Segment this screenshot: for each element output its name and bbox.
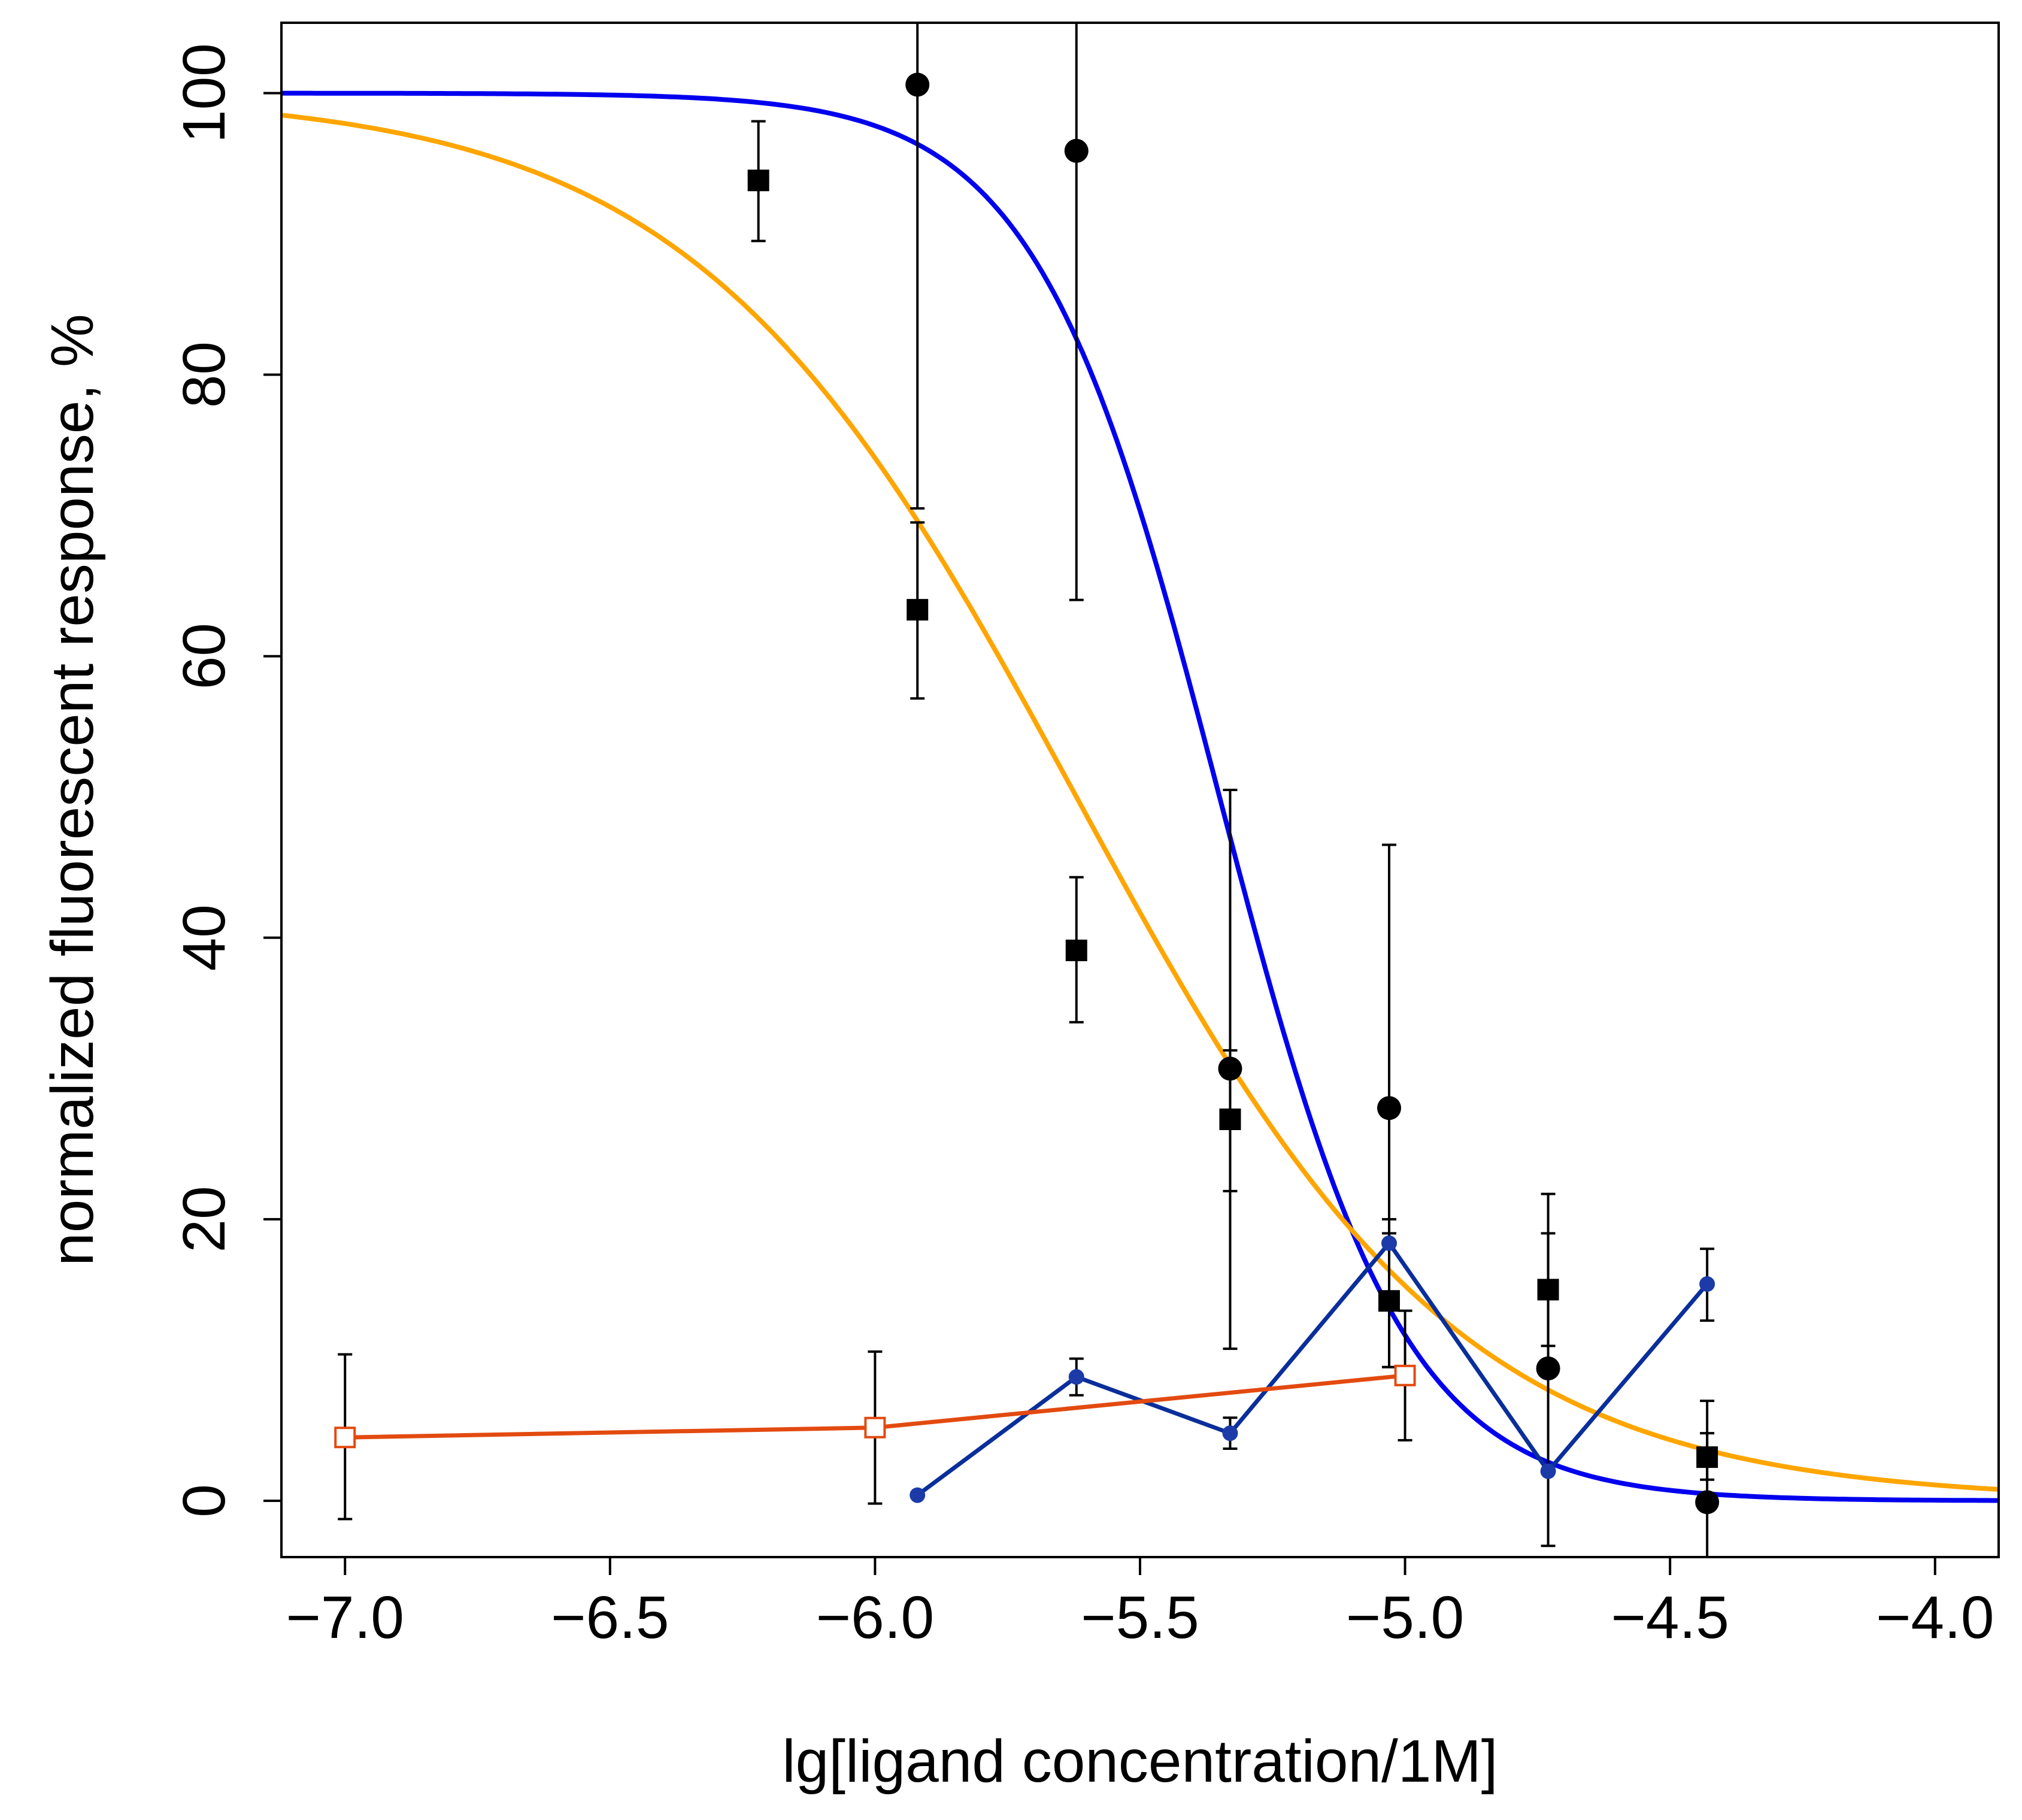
x-tick-label: −7.0 [286, 1584, 404, 1651]
blue-dots-line-point [910, 1487, 926, 1503]
filled-squares-point [747, 169, 769, 192]
y-axis-title: normalized fluorescent response, % [39, 314, 106, 1266]
open-red-squares-line-point [334, 1427, 356, 1449]
y-tick-label: 0 [171, 1484, 238, 1518]
blue-dots-line-point [1540, 1463, 1556, 1479]
y-tick-label: 60 [171, 623, 238, 689]
filled-circles-point [1695, 1490, 1720, 1515]
filled-squares-point [1065, 939, 1087, 961]
x-tick-label: −5.5 [1081, 1584, 1199, 1651]
blue-dots-line-point [1699, 1276, 1715, 1292]
y-tick-label: 40 [171, 904, 238, 971]
plot-marks [281, 23, 1999, 1557]
filled-circles-point [1377, 1096, 1402, 1121]
x-tick-label: −5.0 [1346, 1584, 1464, 1651]
filled-squares-point [907, 599, 929, 621]
series-blue-dots-line-line [916, 1241, 1709, 1497]
filled-circles-point [905, 72, 930, 97]
blue-dots-line-point [1222, 1425, 1238, 1442]
x-axis-title: lg[ligand concentration/1M] [782, 1728, 1497, 1795]
axes: −7.0 −6.5 −6.0 −5.5 −5.0 −4.5 −4.0 0 20 40 60 80 100 [171, 43, 1994, 1651]
y-tick-label: 80 [171, 341, 238, 408]
blue-dots-line-point [1068, 1369, 1084, 1385]
filled-circles-point [1064, 138, 1089, 163]
filled-squares-point [1696, 1446, 1718, 1468]
filled-squares-point [1378, 1290, 1400, 1312]
open-red-squares-line-point [864, 1416, 886, 1439]
y-tick-label: 100 [171, 43, 238, 143]
filled-squares-point [1219, 1109, 1241, 1131]
filled-circles-point [1218, 1056, 1242, 1081]
blue-dots-line-point [1381, 1235, 1397, 1251]
open-red-squares-line-point [1394, 1364, 1416, 1386]
filled-circles-point [1536, 1356, 1560, 1381]
x-tick-label: −6.5 [551, 1584, 669, 1651]
filled-squares-point [1537, 1279, 1559, 1301]
x-tick-label: −4.0 [1876, 1584, 1994, 1651]
x-tick-label: −4.5 [1611, 1584, 1729, 1651]
y-tick-label: 20 [171, 1186, 238, 1252]
x-tick-label: −6.0 [816, 1584, 934, 1651]
